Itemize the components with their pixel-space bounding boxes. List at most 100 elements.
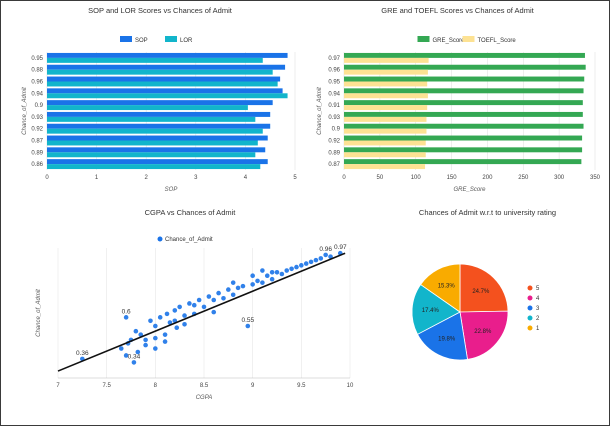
bar (47, 69, 273, 75)
pie-slice (459, 310, 509, 360)
x-tick-label: 1 (95, 175, 99, 181)
slice-label: 19.8% (438, 337, 456, 343)
data-point (269, 269, 275, 275)
bar (344, 52, 585, 58)
data-point (245, 323, 251, 329)
bar (47, 164, 261, 170)
y-tick-label: 0.89 (31, 150, 43, 156)
legend-label: 4 (536, 296, 540, 302)
y-tick-label: 0.94 (328, 91, 340, 97)
bar (47, 111, 271, 117)
data-point (123, 353, 129, 358)
data-point (230, 280, 236, 285)
data-point (182, 313, 187, 318)
gre-toefl-chart-panel: GRE and TOEFL Scores vs Chances of Admit… (310, 6, 605, 196)
y-tick-label: 0.96 (31, 80, 43, 86)
cgpa-scatter-chart: Chance_of_Admit 7 7.5 8 8.5 9 9.5 10 0.36 0.6 0.55… (36, 236, 354, 401)
x-tick-label: 250 (518, 175, 529, 181)
data-point (135, 349, 141, 355)
bar (47, 88, 283, 94)
bar (47, 93, 288, 99)
data-point (162, 339, 168, 344)
legend-label: GRE_Score (433, 38, 466, 44)
bar (344, 57, 429, 63)
data-point (211, 297, 217, 303)
data-point (289, 266, 294, 272)
data-point (235, 285, 241, 291)
data-point (153, 346, 158, 351)
legend-label: LOR (180, 38, 193, 44)
x-tick-label: 2 (145, 175, 149, 181)
x-tick-label: 3 (194, 175, 198, 181)
pie-slice (420, 263, 461, 313)
data-point (264, 273, 270, 279)
chart-title: GRE and TOEFL Scores vs Chances of Admit (381, 6, 534, 15)
bar (344, 135, 583, 141)
data-point (230, 292, 236, 298)
y-tick-label: 0.91 (328, 103, 340, 109)
x-tick-label: 8 (154, 383, 158, 389)
x-tick-label: 50 (377, 175, 384, 181)
x-tick-label: 300 (554, 175, 565, 181)
data-point (143, 342, 148, 348)
data-point (118, 346, 124, 351)
bar (344, 64, 586, 70)
x-tick-label: 9.5 (297, 383, 306, 389)
rating-pie-chart-panel: Chances of Admit w.r.t to university rat… (370, 208, 605, 408)
bar (344, 81, 428, 87)
data-point (177, 304, 182, 310)
chart-title: Chances of Admit w.r.t to university rat… (418, 208, 557, 217)
slice-label: 17.4% (422, 308, 440, 314)
bar (344, 69, 428, 75)
point-label: 0.34 (128, 353, 141, 360)
pie-slice (459, 263, 509, 313)
data-point (260, 268, 265, 273)
bar (344, 88, 584, 94)
pie-slice (411, 283, 461, 335)
data-point (157, 315, 163, 320)
bar (344, 116, 427, 122)
legend-marker (527, 295, 533, 301)
bar (344, 123, 584, 129)
bar (47, 128, 263, 134)
data-point (284, 268, 290, 273)
data-point (174, 325, 180, 331)
rating-pie-chart: 24.7% 22.8% 19.8% 17.4% 15.3% 5 4 3 2 1 (411, 263, 540, 361)
data-point (211, 309, 217, 315)
legend-label: SOP (135, 38, 148, 44)
y-tick-label: 0.96 (328, 68, 340, 74)
bar (47, 105, 248, 111)
data-point (162, 332, 168, 337)
data-point (201, 304, 207, 310)
data-point (308, 259, 314, 265)
bar (344, 159, 582, 165)
bar (47, 135, 268, 141)
x-tick-label: 5 (293, 175, 297, 181)
data-point (323, 252, 328, 258)
x-tick-label: 8.5 (200, 383, 209, 389)
y-tick-label: 0.86 (31, 162, 43, 168)
bar (47, 116, 256, 122)
bar (47, 140, 258, 146)
y-tick-label: 0.95 (328, 80, 340, 86)
bar (344, 93, 428, 99)
bar (47, 57, 263, 63)
legend-label: 2 (536, 316, 540, 322)
legend-marker (527, 325, 533, 331)
bar (344, 100, 583, 106)
legend-label: 3 (536, 306, 540, 312)
x-tick-label: 4 (244, 175, 248, 181)
x-tick-label: 0 (45, 175, 49, 181)
data-point (294, 264, 299, 270)
legend-label: TOEFL_Score (478, 38, 517, 44)
legend-marker (527, 285, 533, 291)
data-point (123, 315, 129, 320)
data-point (172, 308, 178, 313)
data-point (221, 295, 226, 301)
bar (344, 164, 426, 170)
y-tick-label: 0.97 (328, 56, 340, 62)
bar (47, 64, 286, 70)
legend-label: Chance_of_Admit (165, 237, 213, 243)
x-axis-label: CGPA (196, 395, 213, 401)
data-point (206, 294, 212, 299)
